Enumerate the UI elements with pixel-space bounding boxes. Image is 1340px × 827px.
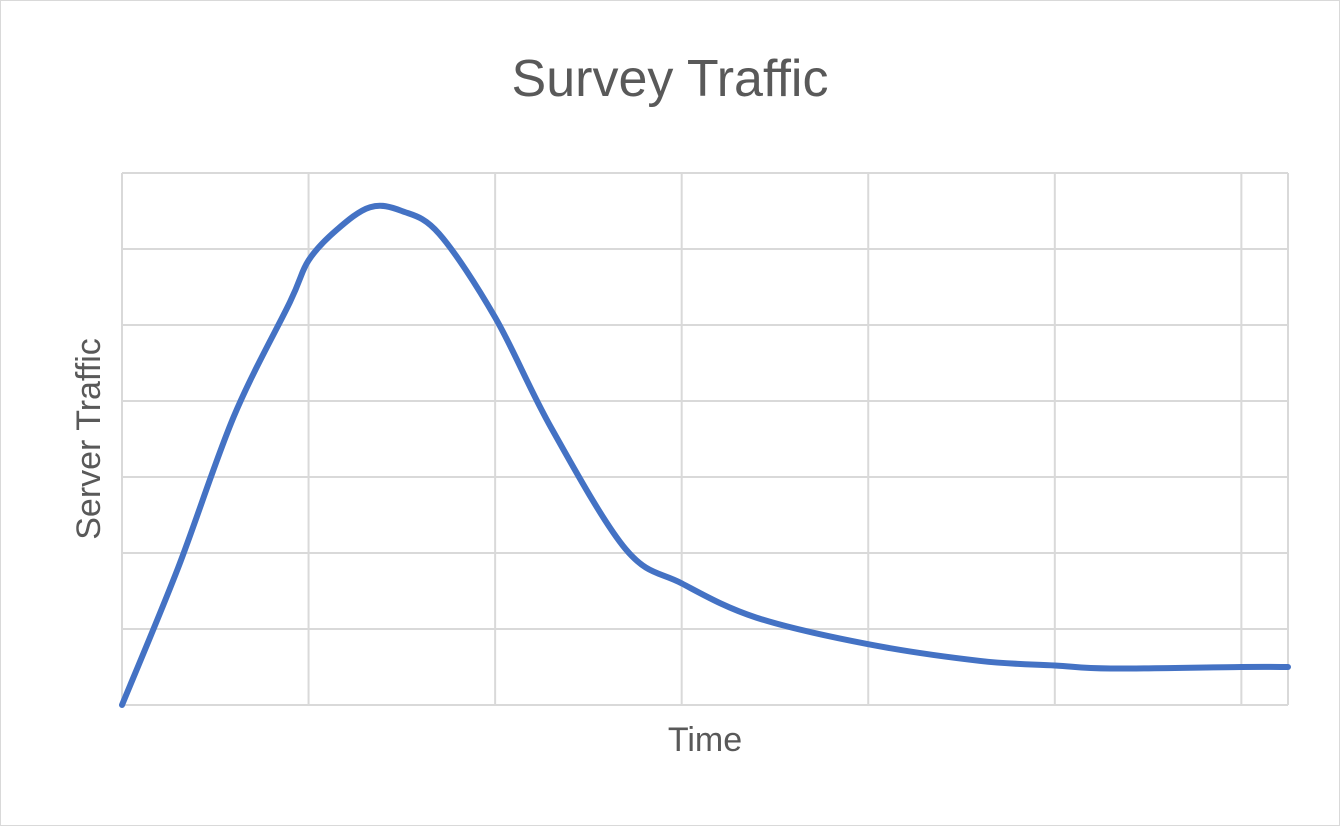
y-axis-label: Server Traffic	[70, 338, 108, 540]
x-axis-label: Time	[667, 721, 743, 759]
series-line	[119, 202, 1291, 708]
chart-title: Survey Traffic	[511, 50, 829, 108]
grid-layer	[121, 172, 1289, 706]
